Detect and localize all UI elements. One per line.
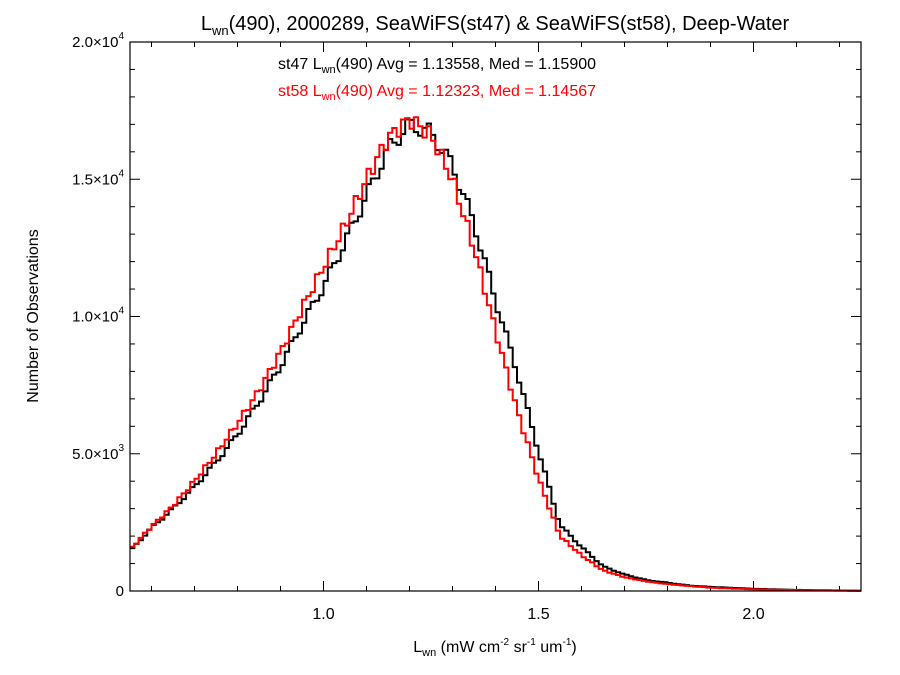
legend-st58-pre: st58 L	[278, 83, 322, 100]
y-tick-label: 0	[116, 583, 124, 600]
title-sub: wn	[211, 23, 229, 38]
xlabel-p2: sr	[509, 639, 527, 656]
series-line-st47	[130, 118, 861, 592]
xlabel-p4: )	[571, 639, 576, 656]
legend-st47-pre: st47 L	[278, 56, 322, 73]
xlabel-base: L	[413, 639, 422, 656]
title-base: L	[201, 13, 212, 35]
xlabel-p3: um	[536, 639, 563, 656]
x-tick-label: 1.5	[527, 606, 549, 623]
xlabel-p1: (mW cm	[436, 639, 500, 656]
legend-st47-post: (490) Avg = 1.13558, Med = 1.15900	[336, 56, 596, 73]
y-tick-label: 5.0×103	[72, 443, 124, 463]
y-axis-label: Number of Observations	[25, 229, 42, 402]
series-layer	[130, 116, 861, 592]
title-rest: (490), 2000289, SeaWiFS(st47) & SeaWiFS(…	[229, 13, 790, 35]
xlabel-sub: wn	[421, 647, 436, 659]
x-tick-label: 2.0	[742, 606, 764, 623]
legend-st58-sub: wn	[321, 91, 336, 103]
y-tick-label: 1.5×104	[72, 168, 124, 188]
legend-st47: st47 Lwn(490) Avg = 1.13558, Med = 1.159…	[278, 56, 596, 76]
legend-st58: st58 Lwn(490) Avg = 1.12323, Med = 1.145…	[278, 83, 596, 103]
xlabel-sup2: -1	[527, 637, 536, 648]
xlabel-sup3: -1	[562, 637, 571, 648]
y-tick-label: 1.0×104	[72, 306, 124, 326]
legend-st47-sub: wn	[321, 64, 336, 76]
y-tick-label: 2.0×104	[72, 31, 124, 51]
series-line-st58	[130, 116, 861, 592]
legend-st58-post: (490) Avg = 1.12323, Med = 1.14567	[336, 83, 596, 100]
x-axis-label: Lwn (mW cm-2 sr-1 um-1)	[413, 637, 576, 659]
xlabel-sup1: -2	[500, 637, 509, 648]
plot-frame	[129, 41, 862, 592]
axis-ticks: 1.0 1.5 2.0 0 5.0×103 1.0×104 1.5×104 2.0×104	[72, 31, 861, 623]
chart-title: Lwn(490), 2000289, SeaWiFS(st47) & SeaWi…	[201, 13, 790, 38]
x-tick-label: 1.0	[312, 606, 334, 623]
